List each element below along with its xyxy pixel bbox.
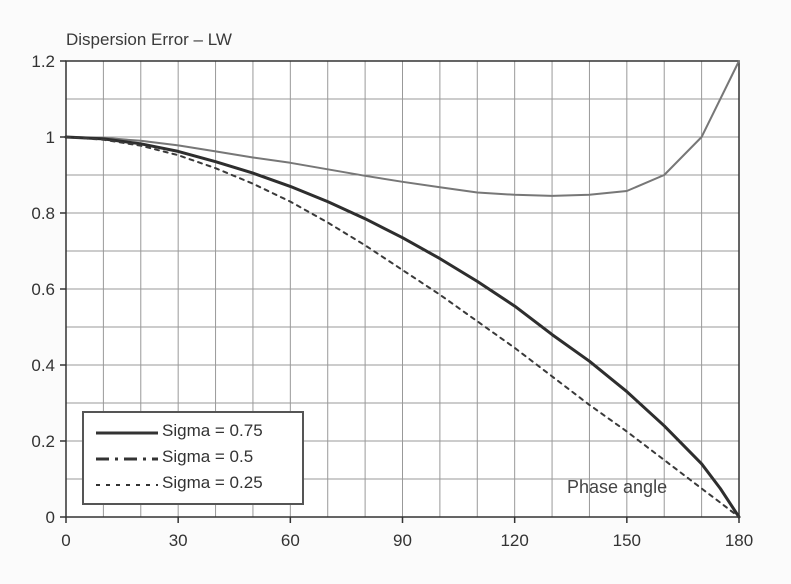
legend-item-sigma-075: Sigma = 0.75 (84, 419, 302, 445)
x-tick-label: 120 (500, 531, 528, 550)
y-tick-label: 0.2 (31, 432, 55, 451)
tick-labels: 0 30 60 90 120 150 180 0 0.2 0.4 0.6 0.8 1 1.2 (31, 52, 753, 550)
y-tick-label: 1.2 (31, 52, 55, 71)
x-tick-label: 60 (281, 531, 300, 550)
series-group (64, 60, 741, 519)
y-tick-label: 0.4 (31, 356, 55, 375)
series-line-3 (65, 136, 740, 518)
y-tick-label: 1 (46, 128, 55, 147)
legend-label: Sigma = 0.75 (162, 421, 263, 440)
legend-swatch-dashdot (96, 457, 158, 461)
x-tick-label: 150 (613, 531, 641, 550)
y-tick-label: 0.8 (31, 204, 55, 223)
y-tick-label: 0 (46, 508, 55, 527)
legend-swatch-dotted (96, 484, 158, 486)
legend-label: Sigma = 0.5 (162, 447, 254, 466)
x-tick-label: 30 (169, 531, 188, 550)
x-tick-label: 90 (393, 531, 412, 550)
x-tick-label: 180 (725, 531, 753, 550)
grid (66, 61, 739, 517)
x-tick-label: 0 (61, 531, 70, 550)
legend-item-sigma-025: Sigma = 0.25 (84, 471, 302, 497)
chart-title: Dispersion Error – LW (66, 30, 232, 49)
legend-swatch-solid (96, 431, 158, 435)
legend-item-sigma-05: Sigma = 0.5 (84, 445, 302, 471)
phase-angle-annotation: Phase angle (567, 477, 668, 497)
axes (60, 60, 740, 523)
legend: Sigma = 0.75 Sigma = 0.5 Sigma = 0.25 (82, 411, 304, 505)
y-tick-label: 0.6 (31, 280, 55, 299)
series-line-2 (64, 135, 741, 519)
series-line-1 (65, 60, 740, 197)
legend-label: Sigma = 0.25 (162, 473, 263, 492)
